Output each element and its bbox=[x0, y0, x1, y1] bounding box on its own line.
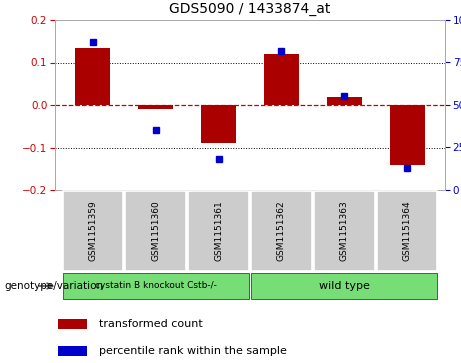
Text: GSM1151360: GSM1151360 bbox=[151, 201, 160, 261]
Bar bbox=[138, 105, 173, 109]
Text: genotype/variation: genotype/variation bbox=[5, 281, 104, 291]
Text: GSM1151359: GSM1151359 bbox=[88, 201, 97, 261]
FancyBboxPatch shape bbox=[63, 273, 249, 299]
Bar bbox=[76, 48, 110, 105]
Bar bbox=[201, 105, 236, 143]
Text: percentile rank within the sample: percentile rank within the sample bbox=[99, 346, 287, 356]
Text: GSM1151364: GSM1151364 bbox=[403, 201, 412, 261]
Bar bbox=[58, 319, 87, 329]
FancyBboxPatch shape bbox=[251, 191, 312, 271]
Bar bbox=[264, 54, 299, 105]
Bar bbox=[58, 346, 87, 356]
FancyBboxPatch shape bbox=[251, 273, 437, 299]
Title: GDS5090 / 1433874_at: GDS5090 / 1433874_at bbox=[169, 2, 331, 16]
Bar bbox=[390, 105, 425, 164]
FancyBboxPatch shape bbox=[189, 191, 249, 271]
Text: GSM1151361: GSM1151361 bbox=[214, 201, 223, 261]
FancyBboxPatch shape bbox=[377, 191, 437, 271]
Text: transformed count: transformed count bbox=[99, 319, 203, 329]
Text: GSM1151362: GSM1151362 bbox=[277, 201, 286, 261]
Text: GSM1151363: GSM1151363 bbox=[340, 201, 349, 261]
FancyBboxPatch shape bbox=[63, 191, 123, 271]
Bar bbox=[327, 97, 361, 105]
FancyBboxPatch shape bbox=[314, 191, 374, 271]
Text: cystatin B knockout Cstb-/-: cystatin B knockout Cstb-/- bbox=[95, 281, 217, 290]
Text: wild type: wild type bbox=[319, 281, 370, 291]
FancyBboxPatch shape bbox=[125, 191, 186, 271]
